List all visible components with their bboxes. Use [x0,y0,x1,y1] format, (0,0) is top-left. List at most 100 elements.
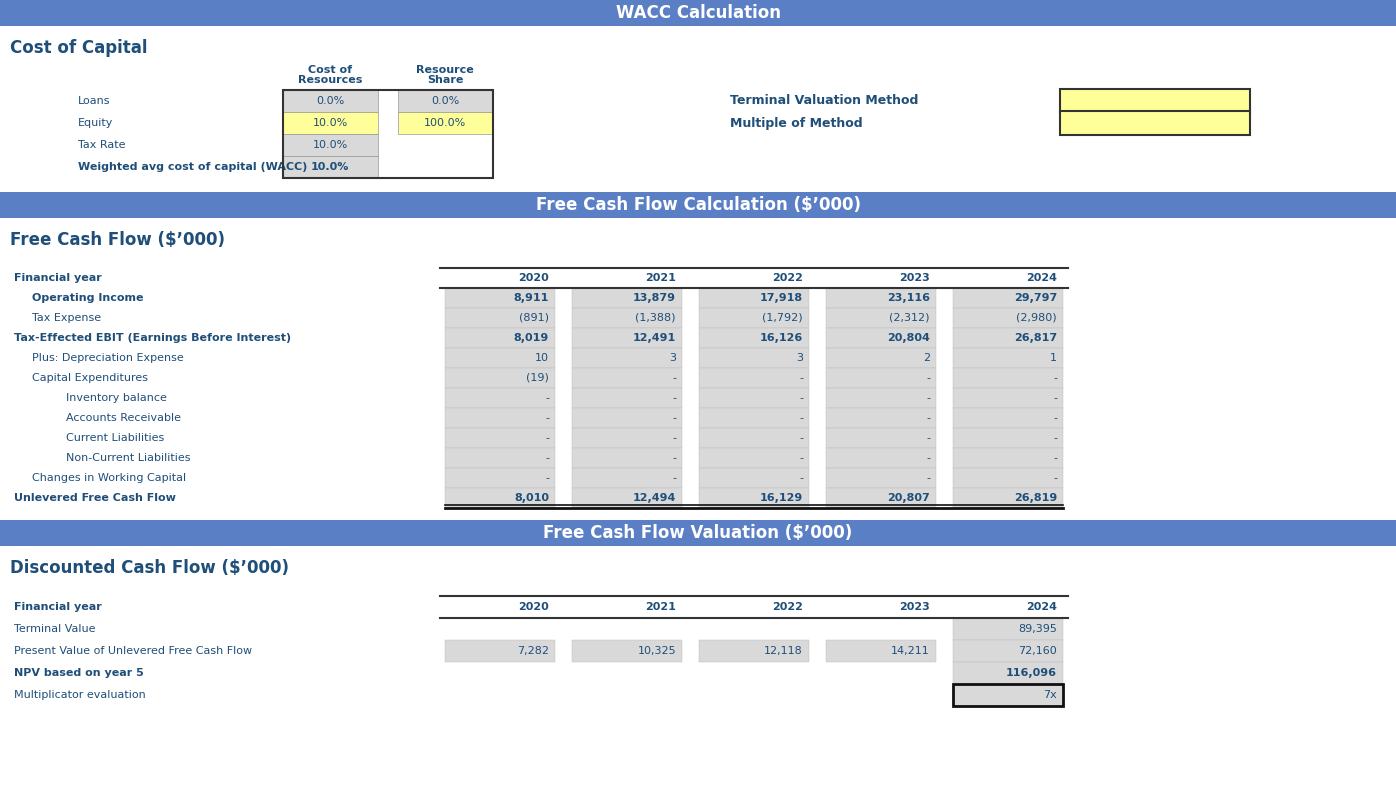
Bar [282,90,377,112]
Bar [572,308,683,328]
Text: 12,491: 12,491 [632,333,676,343]
Text: -: - [799,433,803,443]
Text: 8,911: 8,911 [514,293,549,303]
Bar [826,468,935,488]
Text: Cost of: Cost of [309,65,352,75]
Bar [826,328,935,348]
Bar [572,328,683,348]
Text: 0.0%: 0.0% [315,96,345,106]
Bar [953,328,1062,348]
Bar [0,0,1396,26]
Text: 17,918: 17,918 [759,293,803,303]
Text: -: - [926,453,930,463]
Text: Accounts Receivable: Accounts Receivable [66,413,181,423]
Text: 10.0%: 10.0% [313,118,348,128]
Text: 12,118: 12,118 [764,646,803,656]
Text: 116,096: 116,096 [1007,668,1057,678]
Text: 7x: 7x [1043,690,1057,700]
Text: 14,211: 14,211 [891,646,930,656]
Text: -: - [799,453,803,463]
Text: (2,980): (2,980) [1016,313,1057,323]
Text: Discounted Cash Flow ($’000): Discounted Cash Flow ($’000) [10,559,289,577]
Bar [445,488,556,508]
Text: 10,325: 10,325 [638,646,676,656]
Text: -: - [544,473,549,483]
Text: -: - [799,373,803,383]
Text: 13,879: 13,879 [632,293,676,303]
Text: 2023: 2023 [899,273,930,283]
Text: -: - [799,413,803,423]
Text: 89,395: 89,395 [1018,624,1057,634]
Text: Inventory balance: Inventory balance [66,393,168,403]
Text: 2020: 2020 [518,273,549,283]
Text: 16,129: 16,129 [759,493,803,503]
Text: -: - [544,453,549,463]
Bar [699,448,810,468]
Bar [572,288,683,308]
Bar [826,428,935,448]
Bar [953,308,1062,328]
Text: WACC Calculation: WACC Calculation [616,4,780,22]
Text: Changes in Working Capital: Changes in Working Capital [32,473,186,483]
Bar [826,488,935,508]
Bar [282,90,493,178]
Text: 2: 2 [923,353,930,363]
Text: 2024: 2024 [1026,273,1057,283]
Text: -: - [671,453,676,463]
Text: -: - [1053,453,1057,463]
Text: 2020: 2020 [518,602,549,612]
Bar [699,488,810,508]
Bar [953,662,1062,684]
Bar [445,368,556,388]
Bar [445,468,556,488]
Text: Terminal Valuation Method: Terminal Valuation Method [730,94,919,108]
Text: Share: Share [427,75,463,85]
Text: 12,494: 12,494 [632,493,676,503]
Bar [826,308,935,328]
Bar [572,448,683,468]
Text: 10: 10 [535,353,549,363]
Bar [953,618,1062,640]
Bar [826,640,935,662]
Text: Cost of Capital: Cost of Capital [10,39,148,57]
Bar [572,348,683,368]
Bar [1060,89,1249,113]
Text: 7,282: 7,282 [517,646,549,656]
Text: Financial year: Financial year [14,273,102,283]
Text: 26,817: 26,817 [1013,333,1057,343]
Bar [699,288,810,308]
Bar [826,388,935,408]
Bar [572,428,683,448]
Bar [1060,111,1249,135]
Text: 0.0%: 0.0% [431,96,459,106]
Text: 23,116: 23,116 [886,293,930,303]
Bar [445,388,556,408]
Text: Tax Rate: Tax Rate [78,140,126,150]
Text: Present Value of Unlevered Free Cash Flow: Present Value of Unlevered Free Cash Flo… [14,646,253,656]
Text: 10.0%: 10.0% [311,162,349,172]
Text: 26,819: 26,819 [1013,493,1057,503]
Text: -: - [544,413,549,423]
Text: -: - [671,433,676,443]
Text: Free Cash Flow Calculation ($’000): Free Cash Flow Calculation ($’000) [536,196,860,214]
Text: 1: 1 [1050,353,1057,363]
Text: -: - [799,473,803,483]
Bar [445,328,556,348]
Text: (19): (19) [526,373,549,383]
Bar [953,348,1062,368]
Text: Terminal Value: Terminal Value [14,624,95,634]
Bar [282,112,377,134]
Text: 2022: 2022 [772,602,803,612]
Text: -: - [671,473,676,483]
Text: 8,019: 8,019 [514,333,549,343]
Text: Multiple of Method: Multiple of Method [730,116,863,130]
Text: -: - [799,393,803,403]
Bar [445,408,556,428]
Text: (1,792): (1,792) [762,313,803,323]
Text: NPV based on year 5: NPV based on year 5 [14,668,144,678]
Text: -: - [926,393,930,403]
Text: 2024: 2024 [1026,602,1057,612]
Text: 2023: 2023 [899,602,930,612]
Text: -: - [926,473,930,483]
Text: Plus: Depreciation Expense: Plus: Depreciation Expense [32,353,184,363]
